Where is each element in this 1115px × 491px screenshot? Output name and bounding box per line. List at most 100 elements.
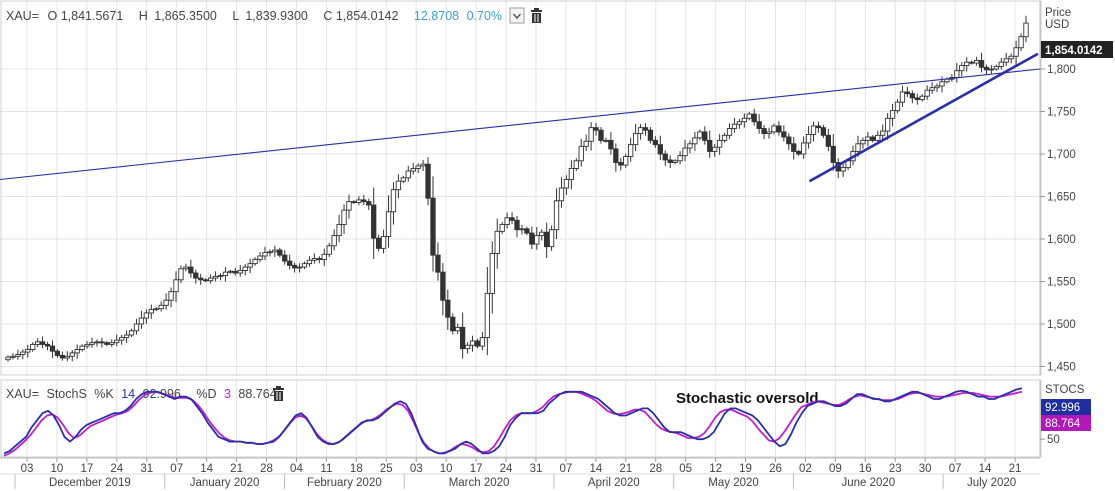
candle-body xyxy=(632,133,639,146)
candle-body xyxy=(282,254,288,262)
price-tick-label: 1,750 xyxy=(1047,107,1076,119)
stoch-axis-title: STOCS xyxy=(1045,384,1085,396)
candle xyxy=(904,86,911,98)
candle-body xyxy=(524,228,530,234)
candle-body xyxy=(800,142,807,155)
candle xyxy=(469,335,476,352)
candle-body xyxy=(316,258,322,260)
candle xyxy=(311,253,318,264)
x-tick-label: 04 xyxy=(290,463,303,475)
candle-body xyxy=(119,337,125,341)
candle-body xyxy=(400,177,406,182)
candle xyxy=(623,153,629,168)
candle xyxy=(371,187,377,259)
candle xyxy=(1018,33,1024,52)
candle xyxy=(277,247,283,258)
candle xyxy=(316,256,322,264)
candle xyxy=(553,188,560,239)
candle-body xyxy=(1018,36,1024,49)
candle-body xyxy=(721,134,728,141)
candle xyxy=(825,128,831,152)
x-tick-label: 07 xyxy=(560,463,573,475)
x-tick-label: 12 xyxy=(709,463,722,475)
candle-body xyxy=(959,65,965,72)
candle xyxy=(1003,52,1009,67)
candle xyxy=(771,123,777,135)
candle-body xyxy=(237,270,243,274)
candle-body xyxy=(870,136,876,141)
candle-body xyxy=(232,270,238,274)
candle-body xyxy=(380,235,387,249)
candle-body xyxy=(163,299,169,306)
price-tick-label: 1,800 xyxy=(1047,64,1076,76)
candle xyxy=(603,137,609,143)
candle-body xyxy=(267,251,273,254)
candle xyxy=(331,229,337,251)
candle-body xyxy=(193,272,199,279)
candle-body xyxy=(934,85,940,89)
candle xyxy=(647,127,654,144)
price-grid xyxy=(0,68,1040,367)
candle-body xyxy=(924,89,930,97)
candle xyxy=(306,256,313,267)
candle xyxy=(356,196,362,206)
candle-body xyxy=(499,224,505,232)
candle-body xyxy=(89,342,95,345)
stoch-trash-icon[interactable] xyxy=(273,386,284,401)
price-tick-label: 1,600 xyxy=(1047,234,1076,246)
candle-body xyxy=(548,229,555,248)
k-value-tag-text: 92.996 xyxy=(1045,402,1080,414)
candle-body xyxy=(420,163,426,167)
x-tick-label: 26 xyxy=(769,463,782,475)
candle xyxy=(203,278,209,283)
candle-body xyxy=(366,201,372,206)
candle xyxy=(628,137,634,162)
candle-body xyxy=(321,253,327,260)
candle-body xyxy=(672,160,678,163)
candle xyxy=(534,227,540,250)
candle-body xyxy=(840,167,846,172)
candle-body xyxy=(252,258,258,265)
candle xyxy=(539,229,545,241)
candle-body xyxy=(203,279,209,282)
candle-body xyxy=(875,134,881,141)
candle xyxy=(20,349,26,360)
dropdown-icon[interactable] xyxy=(509,7,525,24)
candle-body xyxy=(464,344,471,350)
candle xyxy=(529,226,535,249)
candle-body xyxy=(361,199,367,203)
candle-body xyxy=(766,131,772,135)
candle xyxy=(158,301,164,312)
candle xyxy=(267,249,273,257)
candle-body xyxy=(682,147,688,157)
price-tick-labels: 1,450 1,500 1,550 1,600 1,650 1,700 1,750 1,800 xyxy=(1040,64,1076,374)
price-tick-label: 1,650 xyxy=(1047,192,1076,204)
candle-body xyxy=(776,125,782,133)
candle-body xyxy=(39,341,46,345)
x-tick-label: 30 xyxy=(919,463,932,475)
candle-body xyxy=(978,60,985,68)
month-label: January 2020 xyxy=(190,477,260,489)
candle-body xyxy=(751,113,757,123)
candle-body xyxy=(983,66,990,71)
candle-body xyxy=(69,352,75,357)
candle-body xyxy=(529,232,535,245)
candle-body xyxy=(44,343,51,347)
candle xyxy=(5,355,11,362)
candle xyxy=(568,160,575,190)
candle xyxy=(687,140,693,154)
candle xyxy=(973,56,980,66)
price-header: XAU= O 1,841.5671 H 1,865.3500 L 1,839.9… xyxy=(6,9,502,23)
candle xyxy=(598,127,604,144)
candle-body xyxy=(904,91,911,95)
trash-icon[interactable] xyxy=(531,8,542,23)
candle-body xyxy=(74,349,80,354)
candle-body xyxy=(242,266,248,271)
candle xyxy=(341,204,347,235)
candle xyxy=(247,258,253,273)
candle xyxy=(657,135,663,160)
candle-body xyxy=(385,211,392,237)
x-tick-label: 03 xyxy=(410,463,423,475)
candle xyxy=(79,344,85,352)
candle-body xyxy=(667,159,673,163)
